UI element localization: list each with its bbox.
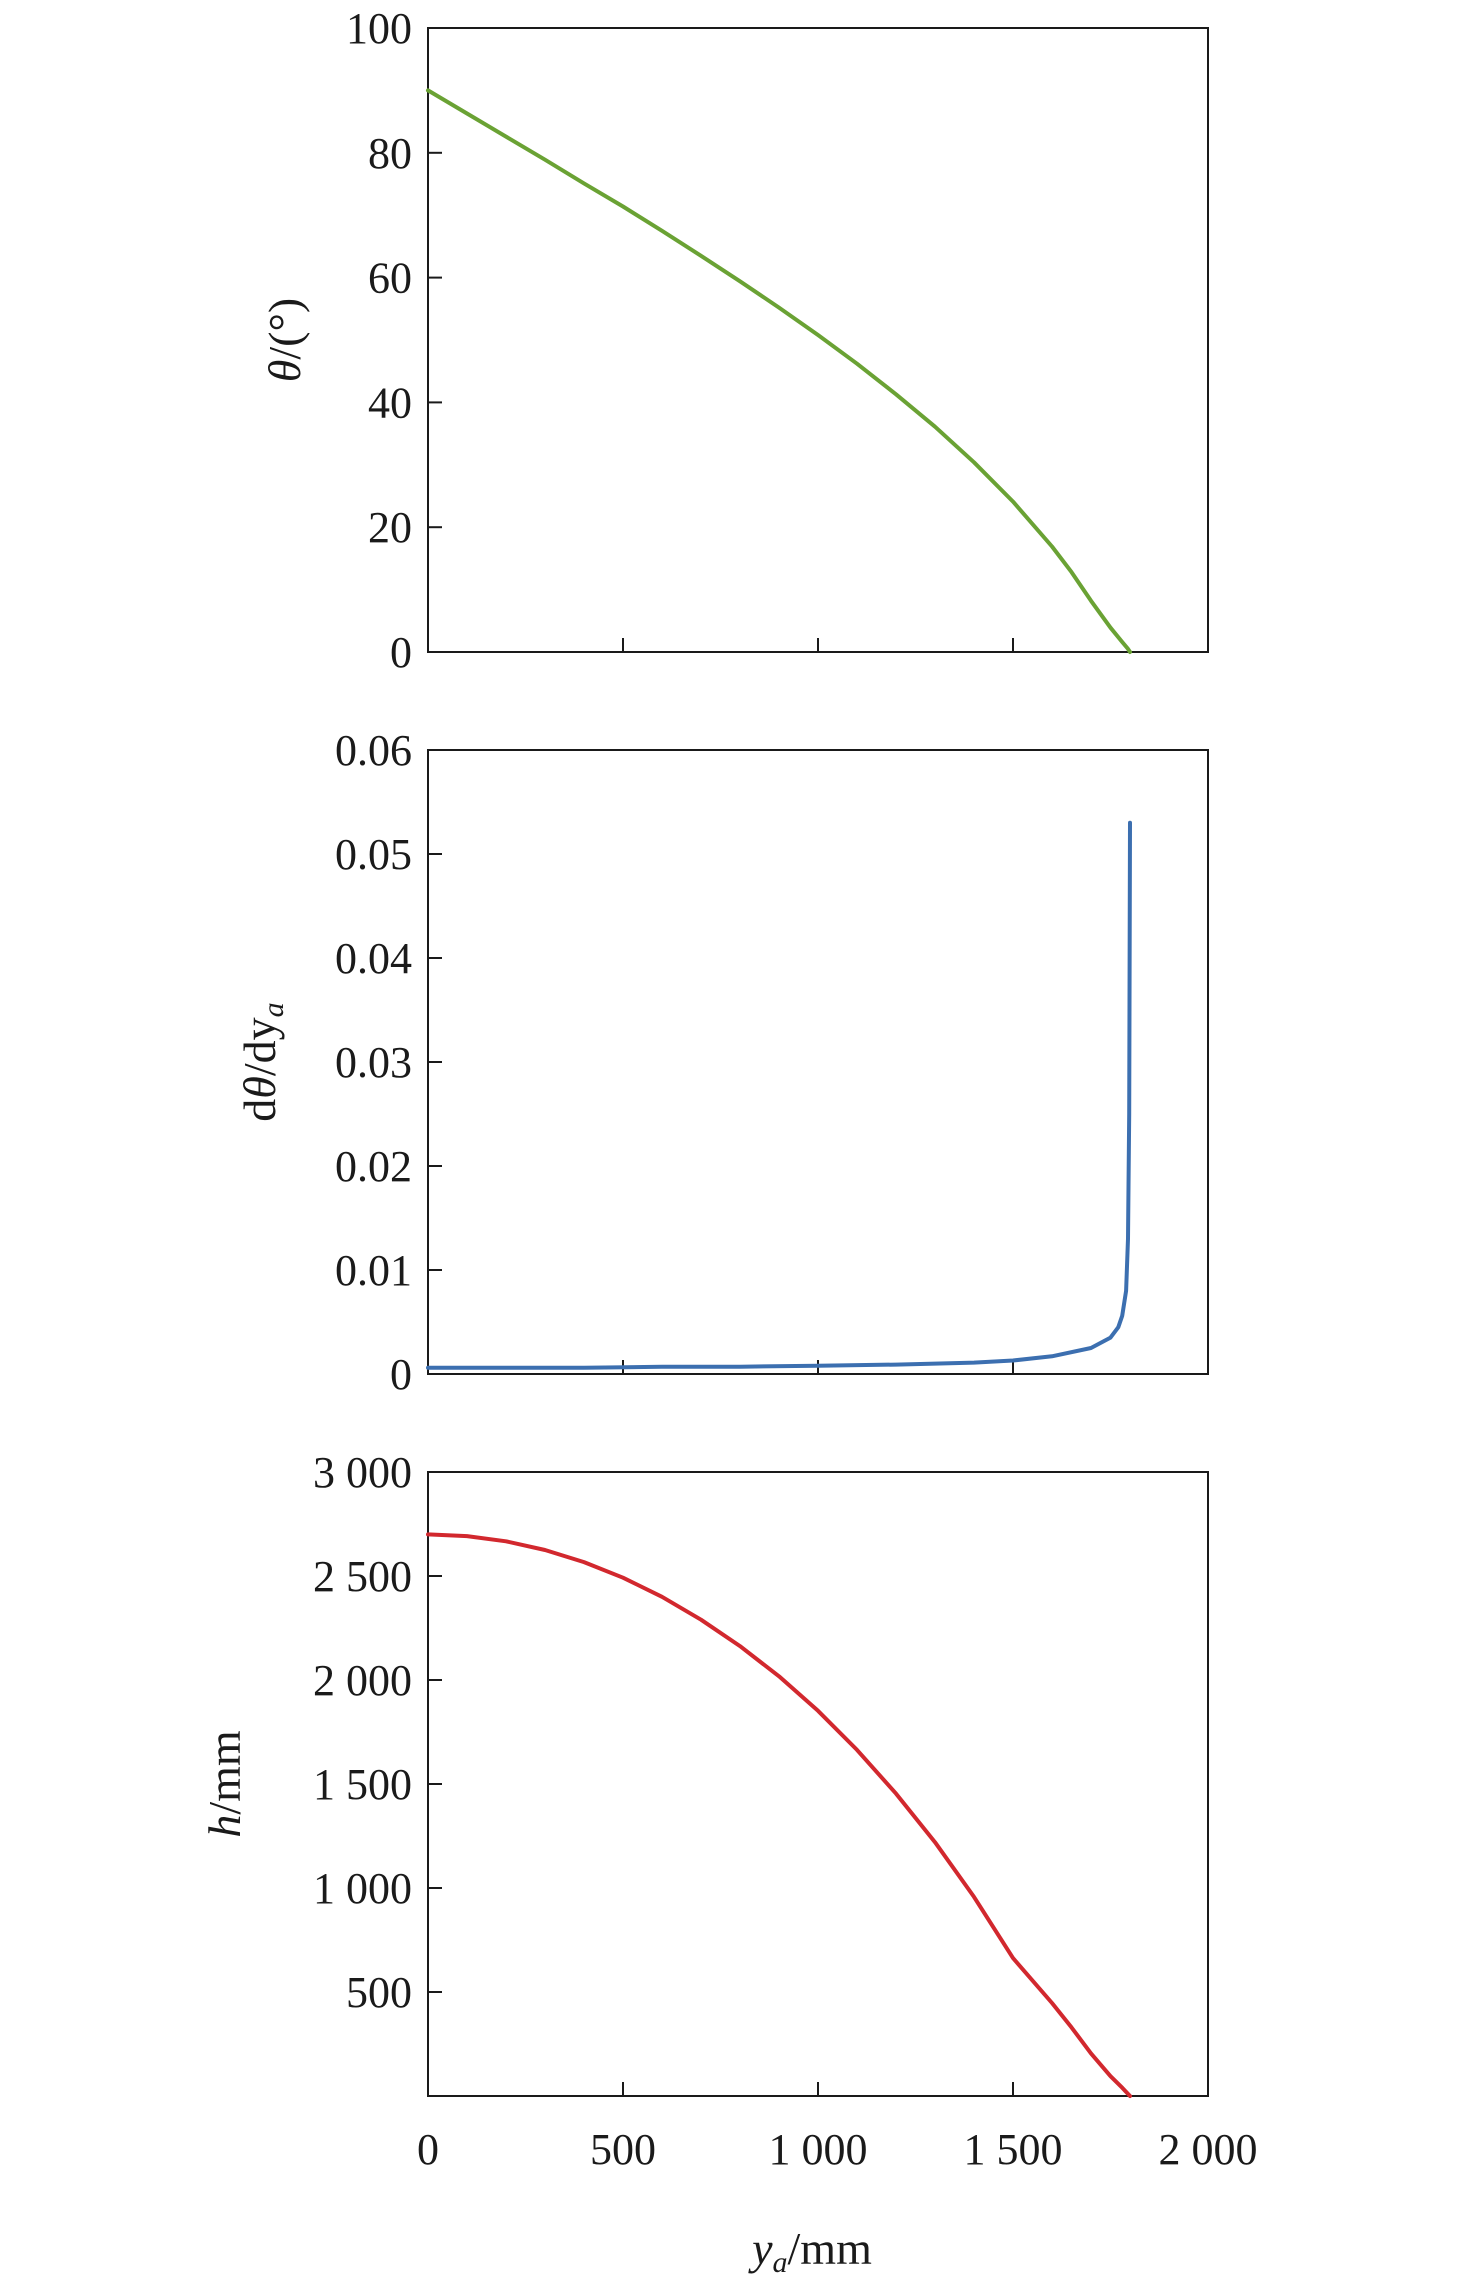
plot-frame [427, 749, 1209, 1375]
y-axis-label-unit: /dy [234, 1017, 285, 1076]
x-axis-label: ya/mm [748, 2223, 872, 2279]
y-tick-label: 100 [346, 4, 412, 53]
y-axis-label: dθ/dya [234, 1002, 290, 1121]
y-tick-label: 60 [368, 254, 412, 303]
x-tick-label: 1 500 [964, 2125, 1063, 2174]
x-axis-label-subscript: a [773, 2246, 788, 2279]
chart-panel-1: 0 20 40 60 80 100 θ/(°) [259, 4, 1209, 677]
series-line [426, 1532, 1132, 2098]
y-axis-label-symbol: h [199, 1815, 250, 1838]
y-tick-label: 0 [390, 1350, 412, 1399]
plot-frame [427, 1471, 1209, 2097]
y-axis-label-subscript: a [257, 1002, 290, 1017]
y-axis-label-symbol: θ [259, 360, 310, 383]
chart-panel-3: 500 1 000 1 500 2 000 2 500 3 000 0 500 1 000 1 5… [199, 1448, 1258, 2174]
y-tick-label: 3 000 [313, 1448, 412, 1497]
y-tick-label: 40 [368, 378, 412, 427]
y-tick-label: 0 [390, 628, 412, 677]
y-tick-label: 1 000 [313, 1864, 412, 1913]
x-axis-label-symbol: y [748, 2223, 773, 2274]
y-tick-label: 2 500 [313, 1552, 412, 1601]
y-tick-label: 2 000 [313, 1656, 412, 1705]
x-tick-label: 2 000 [1159, 2125, 1258, 2174]
x-tick-label: 500 [590, 2125, 656, 2174]
y-tick-label: 0.05 [335, 830, 412, 879]
y-axis-label-unit: /mm [199, 1730, 250, 1815]
series-line [426, 88, 1132, 654]
x-axis-label-unit: /mm [788, 2223, 873, 2274]
y-tick-label: 0.06 [335, 726, 412, 775]
chart-panel-2: 0 0.01 0.02 0.03 0.04 0.05 0.06 dθ/dya [234, 726, 1209, 1399]
y-tick-label: 500 [346, 1968, 412, 2017]
y-tick-label: 20 [368, 503, 412, 552]
y-tick-label: 0.03 [335, 1038, 412, 1087]
x-tick-label: 1 000 [769, 2125, 868, 2174]
y-axis-label: θ/(°) [259, 298, 310, 382]
y-tick-label: 0.02 [335, 1142, 412, 1191]
y-axis-label-prefix: d [234, 1099, 285, 1122]
y-tick-label: 1 500 [313, 1760, 412, 1809]
y-axis-label: h/mm [199, 1730, 250, 1838]
plot-frame [427, 27, 1209, 653]
x-tick-label: 0 [417, 2125, 439, 2174]
y-tick-label: 80 [368, 129, 412, 178]
y-tick-label: 0.04 [335, 934, 412, 983]
series-line [426, 820, 1132, 1370]
y-axis-label-unit: /(°) [259, 298, 310, 360]
y-tick-label: 0.01 [335, 1246, 412, 1295]
y-axis-label-symbol: θ [234, 1076, 285, 1099]
